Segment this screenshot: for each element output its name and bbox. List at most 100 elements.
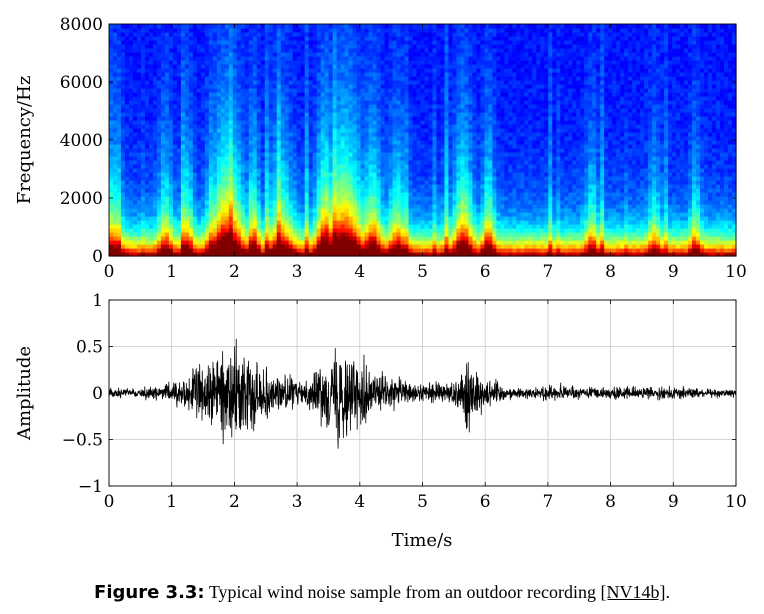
spectrogram-cell: [276, 44, 282, 49]
spectrogram-cell: [296, 32, 302, 37]
spectrogram-cell: [360, 196, 366, 201]
spectrogram-cell: [192, 44, 198, 49]
spectrogram-cell: [344, 132, 350, 137]
spectrogram-cell: [116, 232, 122, 237]
spectrogram-cell: [340, 76, 346, 81]
spectrogram-cell: [132, 56, 138, 61]
spectrogram-cell: [116, 216, 122, 221]
spectrogram-cell: [392, 196, 398, 201]
spectrogram-cell: [416, 48, 422, 53]
spectrogram-cell: [420, 164, 426, 169]
spectrogram-cell: [368, 252, 374, 257]
spectrogram-cell: [140, 68, 146, 73]
spectrogram-cell: [124, 60, 130, 65]
spectrogram-cell: [344, 128, 350, 133]
spectrogram-cell: [392, 108, 398, 113]
spectrogram-cell: [412, 204, 418, 209]
spectrogram-cell: [176, 244, 182, 249]
spectrogram-cell: [348, 84, 354, 89]
spectrogram-cell: [292, 188, 298, 193]
spectrogram-cell: [324, 156, 330, 161]
spectrogram-cell: [192, 148, 198, 153]
spectrogram-cell: [240, 188, 246, 193]
spectrogram-cell: [164, 176, 170, 181]
spectrogram-cell: [192, 76, 198, 81]
spectrogram-cell: [232, 60, 238, 65]
spectrogram-cell: [352, 244, 358, 249]
spectrogram-cell: [444, 136, 450, 141]
spectrogram-cell: [360, 128, 366, 133]
spectrogram-cell: [240, 32, 246, 37]
spectrogram-cell: [136, 96, 142, 101]
spectrogram-cell: [260, 192, 266, 197]
spectrogram-cell: [372, 40, 378, 45]
spectrogram-cell: [236, 168, 242, 173]
spectrogram-cell: [448, 240, 454, 245]
spectrogram-cell: [236, 92, 242, 97]
spectrogram-cell: [356, 204, 362, 209]
spectrogram-cell: [228, 208, 234, 213]
spectrogram-cell: [216, 40, 222, 45]
spectrogram-cell: [340, 148, 346, 153]
spectrogram-cell: [120, 28, 126, 33]
spectrogram-cell: [240, 224, 246, 229]
spectrogram-cell: [344, 32, 350, 37]
spectrogram-cell: [332, 184, 338, 189]
spectrogram-cell: [184, 104, 190, 109]
spectrogram-cell: [408, 144, 414, 149]
spectrogram-cell: [160, 176, 166, 181]
spectrogram-cell: [380, 24, 386, 29]
spectrogram-cell: [284, 104, 290, 109]
spectrogram-cell: [388, 196, 394, 201]
spectrogram-cell: [396, 120, 402, 125]
spectrogram-cell: [412, 248, 418, 253]
spectrogram-cell: [356, 48, 362, 53]
spectrogram-cell: [404, 216, 410, 221]
spectrogram-cell: [312, 196, 318, 201]
spectrogram-cell: [436, 228, 442, 233]
spectrogram-cell: [304, 64, 310, 69]
spectrogram-cell: [264, 48, 270, 53]
spectrogram-cell: [148, 208, 154, 213]
spectrogram-cell: [416, 124, 422, 129]
spectrogram-cell: [120, 192, 126, 197]
spectrogram-cell: [344, 108, 350, 113]
spectrogram-cell: [404, 220, 410, 225]
spectrogram-cell: [168, 192, 174, 197]
spectrogram-cell: [360, 28, 366, 33]
spectrogram-cell: [212, 108, 218, 113]
spectrogram-cell: [224, 168, 230, 173]
spectrogram-cell: [132, 192, 138, 197]
spectrogram-cell: [376, 104, 382, 109]
spectrogram-cell: [276, 76, 282, 81]
spectrogram-cell: [340, 212, 346, 217]
spectrogram-cell: [160, 188, 166, 193]
spectrogram-cell: [120, 112, 126, 117]
spectrogram-cell: [428, 100, 434, 105]
spectrogram-cell: [164, 72, 170, 77]
spectrogram-cell: [156, 24, 162, 29]
spectrogram-cell: [160, 244, 166, 249]
spectrogram-cell: [156, 96, 162, 101]
spectrogram-cell: [208, 156, 214, 161]
spectrogram-cell: [196, 140, 202, 145]
spectrogram-cell: [272, 116, 278, 121]
spectrogram-cell: [276, 188, 282, 193]
spectrogram-cell: [448, 136, 454, 141]
spectrogram-cell: [152, 168, 158, 173]
spectrogram-cell: [324, 108, 330, 113]
spectrogram-cell: [384, 108, 390, 113]
spectrogram-cell: [352, 148, 358, 153]
spectrogram-cell: [360, 104, 366, 109]
spectrogram-cell: [396, 76, 402, 81]
spectrogram-cell: [356, 96, 362, 101]
spectrogram-cell: [288, 52, 294, 57]
spectrogram-cell: [288, 164, 294, 169]
spectrogram-cell: [436, 172, 442, 177]
spectrogram-cell: [248, 72, 254, 77]
spectrogram-cell: [260, 216, 266, 221]
spectrogram-cell: [408, 120, 414, 125]
spectrogram-cell: [264, 24, 270, 29]
spectrogram-cell: [304, 192, 310, 197]
spectrogram-cell: [196, 148, 202, 153]
